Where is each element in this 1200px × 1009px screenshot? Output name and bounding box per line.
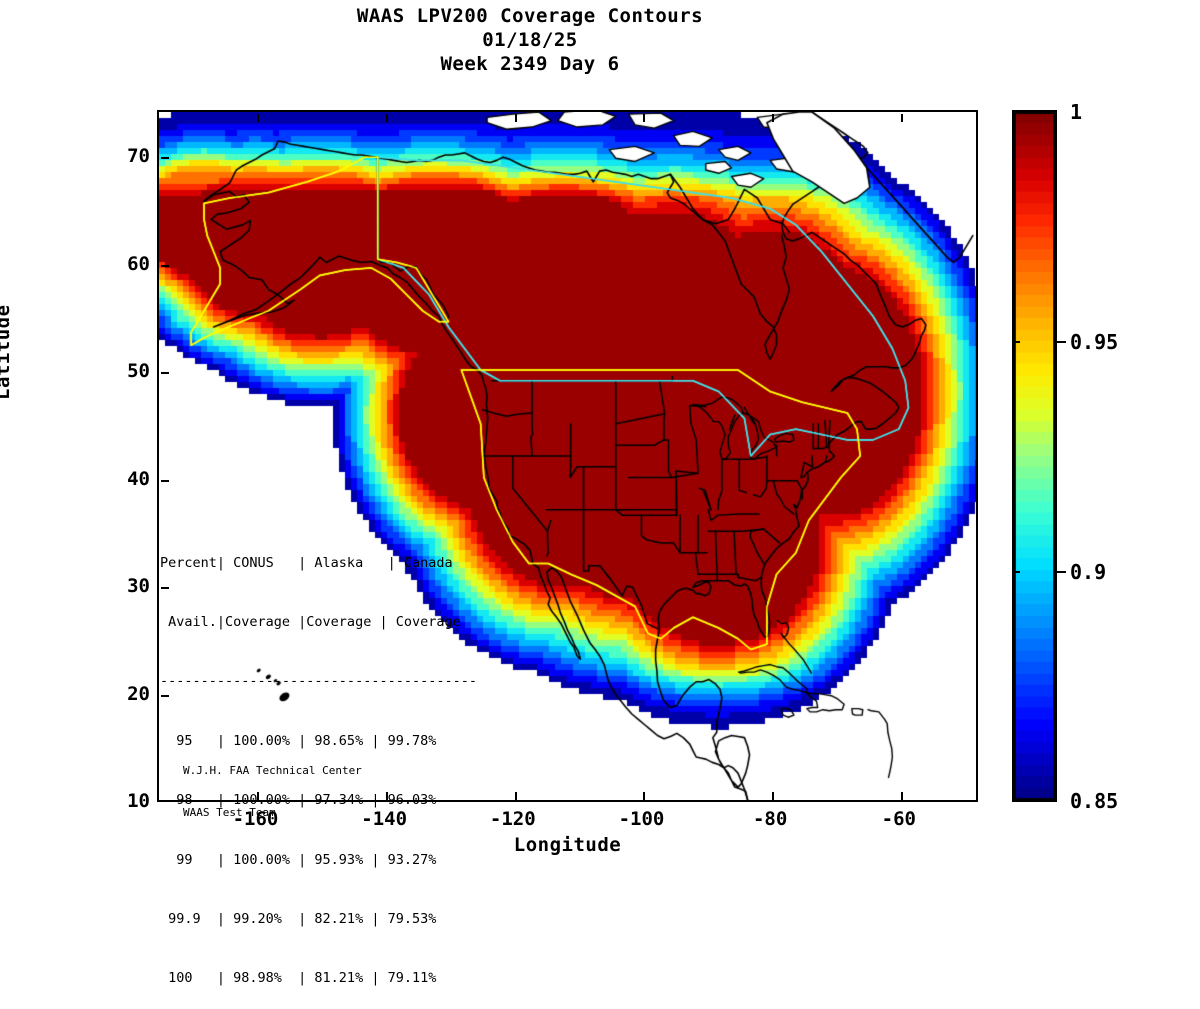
x-axis-tick-mark	[514, 792, 517, 800]
colorbar-tick-mark-inner	[1012, 340, 1020, 343]
x-axis-tick-label: -140	[361, 808, 408, 830]
title-line-3: Week 2349 Day 6	[440, 53, 620, 75]
colorbar-tick-label: 0.95	[1070, 329, 1119, 354]
colorbar-tick-mark-inner	[1012, 571, 1020, 574]
x-axis-tick-mark	[772, 792, 775, 800]
x-axis-tick-mark	[643, 792, 646, 800]
coverage-map-plot	[157, 110, 978, 802]
x-axis-tick-mark-top	[257, 114, 260, 122]
page-title: WAAS LPV200 Coverage Contours 01/18/25 W…	[0, 4, 1060, 76]
credit-line-1: W.J.H. FAA Technical Center	[183, 764, 362, 777]
title-line-2: 01/18/25	[482, 29, 578, 51]
table-row: 98 | 100.00% | 97.34% | 96.03%	[160, 792, 437, 809]
x-axis-tick-label: -160	[232, 808, 279, 830]
y-axis-tick-label: 60	[127, 252, 150, 275]
x-axis-tick-mark	[257, 792, 260, 800]
y-axis-tick-label: 10	[127, 790, 150, 812]
y-axis-tick-label: 20	[127, 682, 150, 705]
x-axis-tick-label: -60	[881, 808, 916, 830]
coverage-contour-canvas	[159, 112, 976, 800]
colorbar-tick-label: 0.9	[1070, 560, 1107, 585]
colorbar-tick-label: 0.85	[1070, 789, 1119, 813]
y-axis-ticks: 70 60 50 40 30 20 10	[100, 110, 150, 812]
credit-text: W.J.H. FAA Technical Center WAAS Test Te…	[183, 736, 362, 834]
table-row: 100 | 98.98% | 81.21% | 79.11%	[160, 970, 437, 987]
y-axis-tick-mark	[161, 372, 169, 374]
y-axis-tick-label: 40	[127, 467, 150, 490]
x-axis-tick-label: -120	[489, 808, 536, 830]
x-axis-tick-mark-top	[900, 114, 903, 122]
colorbar-tick-label: 1	[1070, 100, 1083, 124]
table-row: 99 | 100.00% | 95.93% | 93.27%	[160, 851, 437, 868]
x-axis-tick-mark	[386, 792, 389, 800]
y-axis-tick-label: 50	[127, 360, 150, 382]
table-row: 99.9 | 99.20% | 82.21% | 79.53%	[160, 910, 437, 927]
y-axis-tick-mark	[161, 694, 169, 697]
y-axis-tick-label: 70	[127, 145, 150, 167]
colorbar-tick-mark	[1057, 571, 1066, 574]
x-axis-label: Longitude	[513, 834, 622, 856]
credit-line-2: WAAS Test Team	[183, 806, 276, 819]
colorbar-gradient	[1012, 110, 1057, 802]
stats-header-row-1: Percent| CONUS | Alaska | Canada	[160, 554, 453, 571]
y-axis-tick-mark	[161, 264, 169, 267]
stats-header-row-2: Avail.|Coverage |Coverage | Coverage	[160, 613, 461, 630]
x-axis-tick-mark-top	[643, 114, 646, 122]
x-axis-tick-mark-top	[772, 114, 775, 122]
stats-header-rule: ---------------------------------------	[160, 673, 477, 690]
x-axis-tick-label: -80	[752, 808, 788, 830]
x-axis-tick-mark-top	[386, 114, 389, 122]
y-axis-label: Latitude	[0, 304, 14, 400]
x-axis-ticks: -160 -140 -120 -100 -80 -60	[157, 808, 978, 838]
colorbar-tick-mark	[1057, 340, 1066, 343]
y-axis-tick-mark	[161, 479, 169, 482]
y-axis-tick-mark	[161, 587, 169, 589]
x-axis-tick-label: -100	[618, 808, 665, 830]
table-row: 95 | 100.00% | 98.65% | 99.78%	[160, 732, 437, 749]
title-line-1: WAAS LPV200 Coverage Contours	[356, 5, 704, 27]
colorbar: 1 0.95 0.9 0.85	[1012, 100, 1118, 813]
y-axis-tick-mark	[161, 157, 169, 159]
x-axis-tick-mark	[900, 792, 903, 800]
x-axis-tick-mark-top	[514, 114, 517, 122]
y-axis-tick-label: 30	[127, 575, 150, 597]
